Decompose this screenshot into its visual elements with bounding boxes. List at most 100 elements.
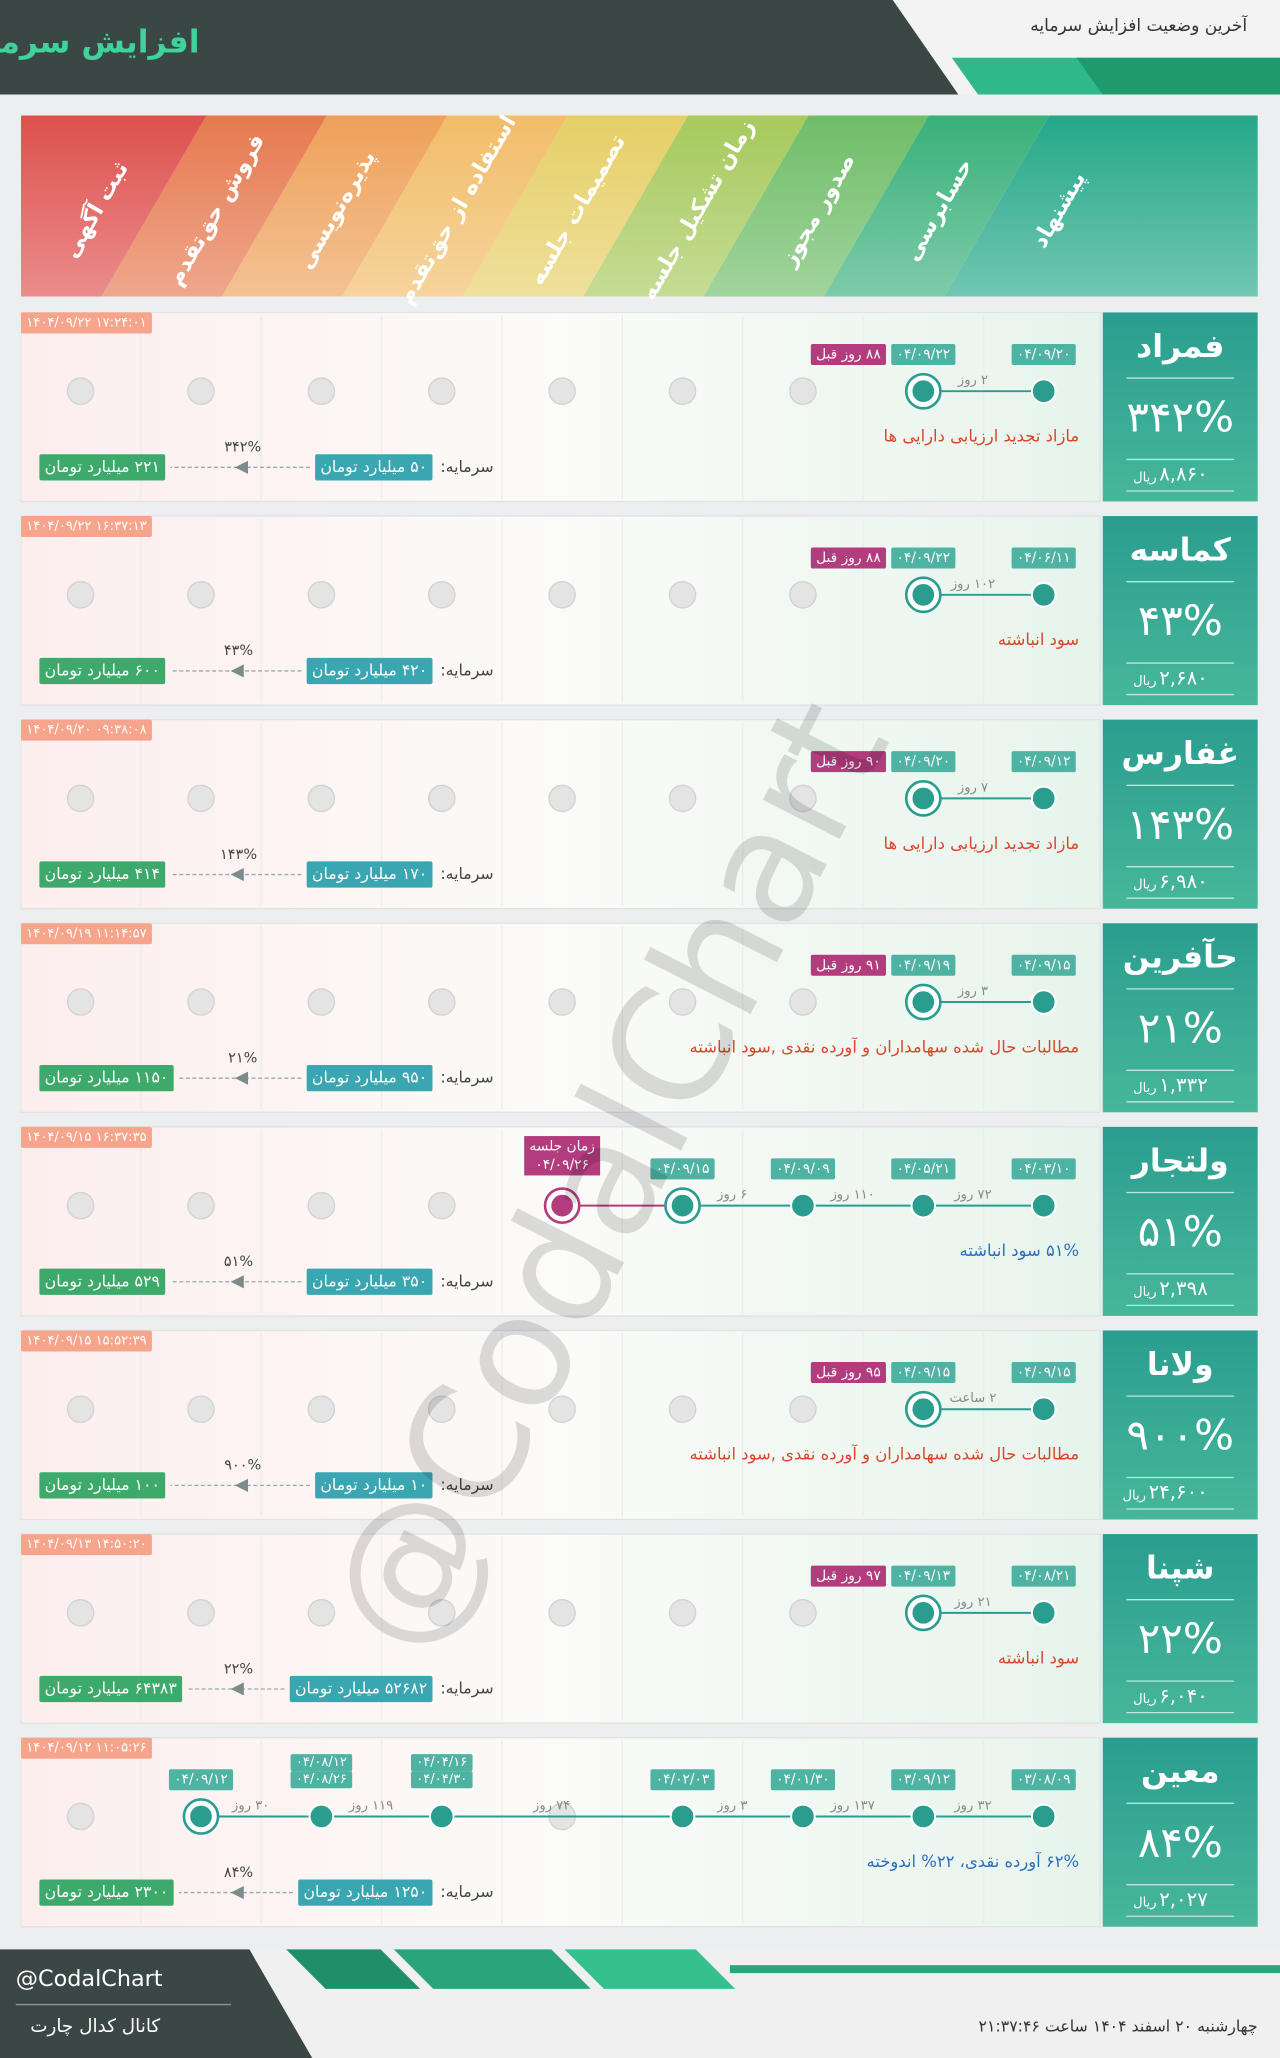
- label-box: [306, 861, 433, 888]
- step-date: ۰۳/۰۹/۱۲: [896, 1772, 950, 1788]
- price: ۸,۸۶۰: [1159, 463, 1208, 486]
- step: [790, 1192, 816, 1219]
- step: [1030, 1192, 1057, 1219]
- pending-step: [66, 377, 95, 405]
- pending-step: [66, 1395, 95, 1424]
- timestamp: ۱۴۰۴/۰۹/۲۲ ۱۷:۲۴:۰۱: [26, 315, 146, 330]
- timestamp: ۱۴۰۴/۰۹/۱۳ ۱۴:۵۰:۲۰: [26, 1537, 146, 1552]
- pending-step: [789, 1599, 817, 1627]
- funding-source: مطالبات حال شده سهامداران و آورده نقدی ,…: [689, 1037, 1079, 1057]
- pending-step: [66, 581, 95, 609]
- gap-label: ۷ روز: [957, 780, 988, 795]
- pending-step: [66, 1802, 95, 1831]
- step: [1030, 1600, 1057, 1626]
- label-box: [39, 1472, 166, 1499]
- label-box: [891, 343, 956, 365]
- label-box: [891, 547, 956, 569]
- price-unit: ریال: [1123, 1488, 1147, 1503]
- capital-before: ۳۵۰ میلیارد تومان: [312, 1271, 427, 1291]
- stock-row: ۱۴۰۴/۰۹/۱۵ ۱۵:۵۲:۳۹۲ ساعت۰۴/۰۹/۱۵۰۴/۰۹/۱…: [19, 1329, 1258, 1521]
- funding-source: ۶۲% آورده نقدی، ۲۲% اندوخته: [867, 1852, 1080, 1872]
- change-percent: ۹۰۰%: [1126, 1411, 1234, 1460]
- days-ago-badge: ۹۷ روز قبل: [816, 1568, 881, 1584]
- timestamp: ۱۴۰۴/۰۹/۲۰ ۰۹:۳۸:۰۸: [26, 723, 146, 738]
- capital-before: ۹۵۰ میلیارد تومان: [312, 1068, 427, 1088]
- capital-before: ۱۷۰ میلیارد تومان: [312, 864, 427, 884]
- label-box: [1011, 343, 1076, 365]
- symbol: فمراد: [1136, 329, 1224, 365]
- meeting-date: ۰۴/۰۹/۲۶: [535, 1157, 589, 1173]
- pending-step: [427, 1599, 456, 1627]
- label-box: [891, 954, 956, 976]
- price: ۶,۰۴۰: [1159, 1684, 1208, 1707]
- step-date: ۰۴/۰۹/۱۲: [174, 1772, 228, 1788]
- pending-step: [668, 377, 697, 405]
- symbol: کماسه: [1130, 532, 1232, 568]
- symbol-card: [1102, 312, 1258, 502]
- gap-label: ۲ ساعت: [950, 1391, 997, 1406]
- change-percent: ۳۴۲%: [1126, 393, 1234, 442]
- change-percent: ۵۱%: [1138, 1207, 1223, 1256]
- step-date: ۰۴/۰۹/۲۲: [896, 346, 950, 362]
- symbol-card: [1102, 923, 1258, 1113]
- step: [1030, 582, 1057, 608]
- label-box: [21, 516, 152, 538]
- price: ۶,۹۸۰: [1159, 870, 1208, 893]
- price: ۲,۶۸۰: [1159, 666, 1208, 689]
- price-unit: ریال: [1133, 878, 1157, 893]
- price-unit: ریال: [1133, 1081, 1157, 1096]
- price: ۲۴,۶۰۰: [1149, 1481, 1208, 1504]
- symbol: غفارس: [1121, 736, 1239, 772]
- capital-label: سرمایه:: [440, 1882, 493, 1902]
- step: [549, 1192, 575, 1219]
- gap-label: ۱۱۰ روز: [829, 1188, 874, 1203]
- symbol: معین: [1141, 1754, 1220, 1790]
- capital-after: ۶۰۰ میلیارد تومان: [45, 660, 160, 680]
- capital-label: سرمایه:: [440, 864, 493, 884]
- step: [910, 1600, 937, 1626]
- step-date: ۰۴/۰۳/۱۰: [1017, 1161, 1071, 1177]
- capital-change: ۵۱%: [224, 1254, 253, 1270]
- label-box: [810, 954, 886, 976]
- capital-change: ۹۰۰%: [224, 1458, 261, 1474]
- label-box: [891, 1565, 956, 1587]
- symbol-card: [1102, 719, 1258, 909]
- change-percent: ۲۲%: [1138, 1614, 1223, 1663]
- arrow-head: [234, 460, 249, 474]
- label-box: [1011, 547, 1076, 569]
- pending-step: [427, 1395, 456, 1424]
- step: [308, 1803, 335, 1830]
- capital-label: سرمایه:: [440, 660, 493, 680]
- label-box: [21, 1126, 152, 1148]
- stripe: [564, 1949, 736, 1989]
- step-date: ۰۳/۰۸/۰۹: [1017, 1772, 1071, 1788]
- gap-label: ۲۱ روز: [953, 1595, 991, 1610]
- timestamp: ۱۴۰۴/۰۹/۱۹ ۱۱:۱۴:۵۷: [26, 926, 146, 941]
- row-panel: [20, 515, 1101, 706]
- rows: ۱۴۰۴/۰۹/۲۲ ۱۷:۲۴:۰۱ ۲ روز ۰۴/۰۹/۲۰ ۰۴/۰۹/۲۲…: [19, 311, 1258, 1928]
- page-subtitle: آخرین وضعیت افزایش سرمایه: [1030, 14, 1248, 36]
- step: [910, 1192, 937, 1219]
- capital-after: ۲۳۰۰ میلیارد تومان: [45, 1882, 169, 1902]
- pending-step: [548, 581, 576, 609]
- capital-before: ۵۰ میلیارد تومان: [320, 457, 427, 477]
- capital-before: ۵۲۶۸۲ میلیارد تومان: [295, 1678, 427, 1698]
- pending-step: [307, 784, 336, 813]
- stock-row: ۱۴۰۴/۰۹/۱۹ ۱۱:۱۴:۵۷ ۳ روز ۰۴/۰۹/۱۵ ۰۴/۰۹/۱۹…: [19, 922, 1258, 1113]
- row-panel: [20, 1533, 1101, 1724]
- step: [910, 378, 937, 404]
- capital-before: ۴۲۰ میلیارد تومان: [312, 660, 427, 680]
- capital-change: ۲۲%: [224, 1661, 253, 1677]
- pending-step: [187, 1191, 215, 1220]
- step: [1030, 785, 1057, 812]
- arrow-head: [230, 1275, 244, 1289]
- pending-step: [427, 1191, 456, 1220]
- step: [910, 989, 937, 1015]
- label-box: [410, 1754, 473, 1772]
- gap-label: ۷۲ روز: [953, 1188, 991, 1203]
- pending-step: [668, 988, 697, 1016]
- arrow-head: [234, 1478, 249, 1492]
- pending-step: [548, 784, 576, 813]
